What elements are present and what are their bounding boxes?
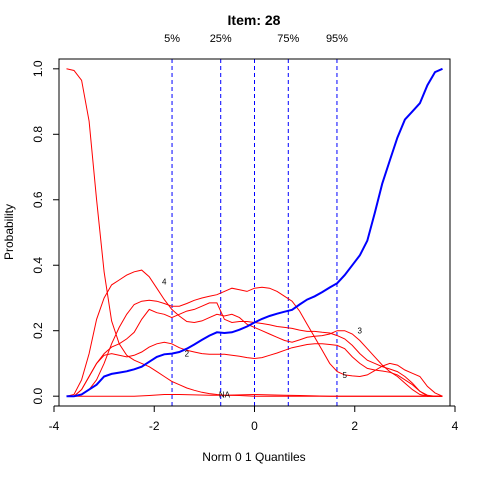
curve-labels: 4 2 NA 3 5	[162, 278, 363, 400]
y-tick-label: 1.0	[31, 60, 45, 77]
x-tick-label: 0	[251, 419, 258, 433]
expected-score-curve	[66, 67, 443, 398]
chart-title: Item: 28	[228, 12, 281, 28]
x-tick-label: -2	[149, 419, 160, 433]
curve-label: 4	[162, 278, 167, 287]
curve-label: NA	[219, 391, 231, 400]
y-tick-label: 0.6	[31, 191, 45, 208]
quantile-label: 5%	[164, 33, 180, 45]
option-curve	[66, 393, 443, 397]
y-tick-label: 0.2	[31, 322, 45, 339]
y-tick-label: 0.8	[31, 126, 45, 143]
option-curve	[66, 68, 443, 397]
y-axis-label: Probability	[2, 204, 16, 260]
option-curve	[66, 286, 443, 397]
option-curve	[66, 341, 443, 397]
quantile-label: 25%	[210, 33, 232, 45]
quantile-lines	[171, 59, 338, 406]
y-tick-label: 0.0	[31, 388, 45, 405]
x-tick-label: 4	[452, 419, 459, 433]
quantile-label: 95%	[326, 33, 348, 45]
option-curves	[66, 68, 443, 397]
x-axis-label: Norm 0 1 Quantiles	[202, 450, 305, 464]
curve-label: 5	[343, 371, 348, 380]
curve-label: 2	[185, 350, 190, 359]
x-axis: -4 -2 0 2 4	[49, 405, 459, 433]
quantile-labels: 5% 25% 75% 95%	[164, 33, 348, 45]
y-axis: 0.0 0.2 0.4 0.6 0.8 1.0	[31, 60, 60, 405]
quantile-label: 75%	[277, 33, 299, 45]
x-tick-label: -4	[49, 419, 60, 433]
expected-score-curve-group	[66, 67, 443, 398]
option-curve	[66, 269, 443, 397]
y-tick-label: 0.4	[31, 257, 45, 274]
curve-label: 3	[358, 327, 363, 336]
x-tick-label: 2	[351, 419, 358, 433]
